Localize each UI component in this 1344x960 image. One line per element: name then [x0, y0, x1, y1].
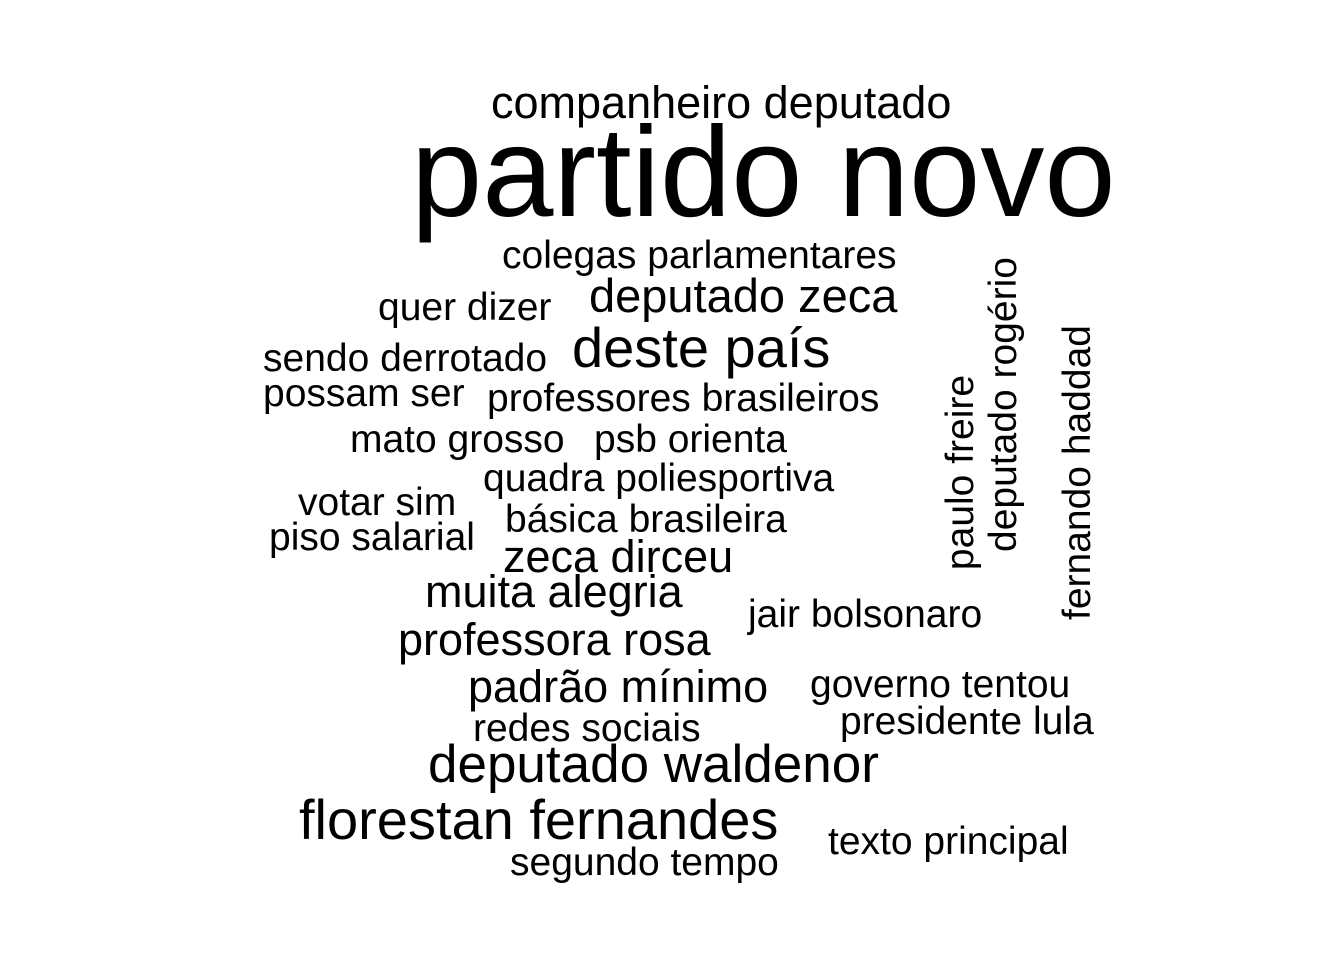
word-presidente-lula: presidente lula [840, 700, 1094, 743]
word-mato-grosso: mato grosso [350, 418, 565, 461]
word-zeca-dirceu: zeca dirceu [503, 531, 734, 582]
word-padrao-minimo: padrão mínimo [468, 661, 769, 712]
word-deputado-zeca: deputado zeca [589, 269, 898, 322]
word-professora-rosa: professora rosa [398, 614, 711, 665]
word-florestan-fernandes: florestan fernandes [299, 788, 779, 851]
word-muita-alegria: muita alegria [425, 566, 683, 617]
word-deste-pais: deste país [572, 316, 831, 379]
word-colegas-parlamentares: colegas parlamentares [502, 234, 897, 277]
word-sendo-derrotado: sendo derrotado [263, 337, 548, 380]
word-possam-ser: possam ser [263, 372, 465, 415]
word-quadra-poliesportiva: quadra poliesportiva [483, 457, 835, 500]
word-jair-bolsonaro: jair bolsonaro [748, 593, 983, 636]
word-companheiro-deputado: companheiro deputado [491, 77, 952, 128]
word-deputado-waldenor: deputado waldenor [428, 735, 879, 794]
word-partido-novo: partido novo [411, 101, 1116, 244]
word-fernando-haddad: fernando haddad [1055, 325, 1099, 620]
word-texto-principal: texto principal [828, 820, 1069, 863]
word-governo-tentou: governo tentou [810, 663, 1071, 706]
word-psb-orienta: psb orienta [594, 418, 787, 461]
word-votar-sim: votar sim [298, 481, 457, 524]
word-professores-brasileiros: professores brasileiros [487, 377, 880, 420]
word-segundo-tempo: segundo tempo [510, 841, 779, 884]
word-piso-salarial: piso salarial [269, 516, 475, 559]
word-quer-dizer: quer dizer [378, 286, 552, 329]
word-redes-sociais: redes sociais [473, 707, 701, 750]
word-basica-brasileira: básica brasileira [505, 498, 787, 541]
word-deputado-rogerio: deputado rogério [981, 257, 1025, 552]
word-paulo-freire: paulo freire [939, 374, 983, 571]
